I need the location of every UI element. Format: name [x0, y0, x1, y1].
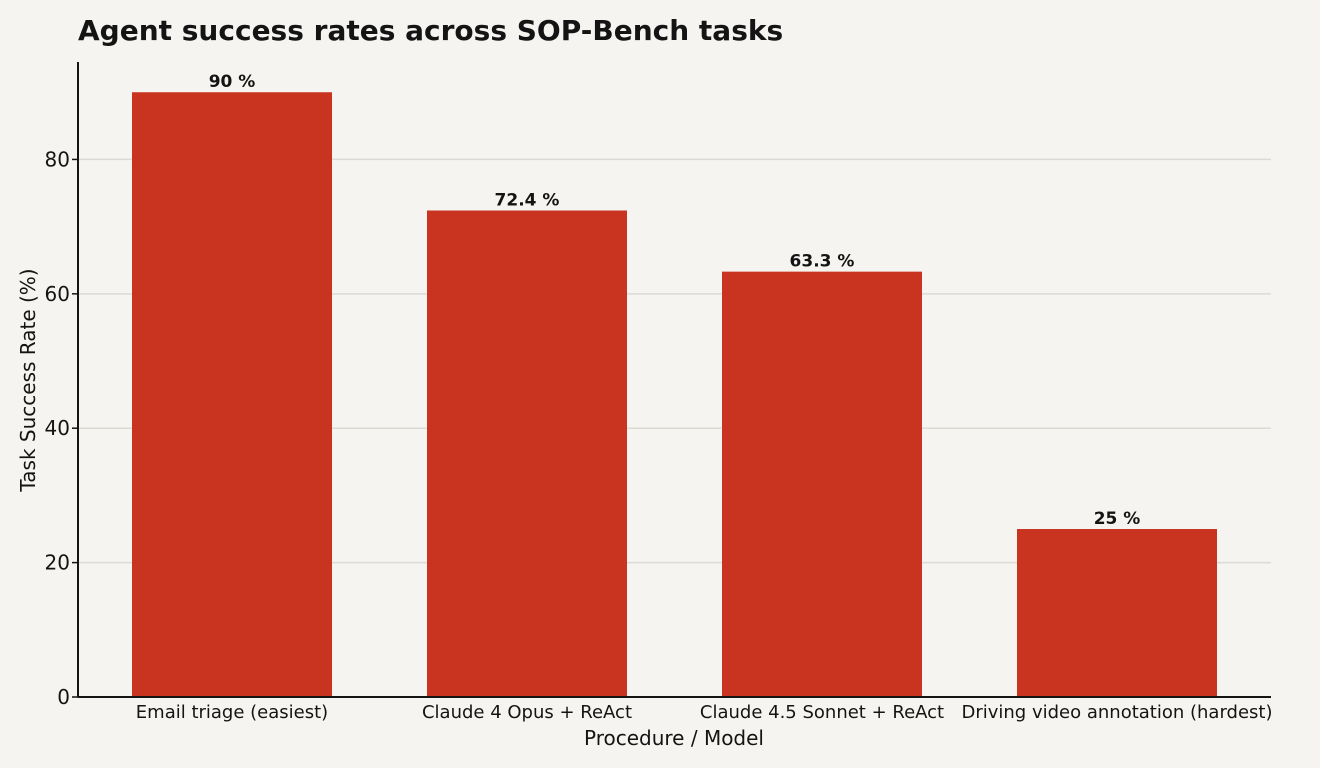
axes — [77, 62, 1271, 698]
x-tick-label-4: Driving video annotation (hardest) — [961, 702, 1272, 723]
x-axis-label: Procedure / Model — [584, 726, 764, 750]
x-tick-label-3: Claude 4.5 Sonnet + ReAct — [700, 702, 944, 723]
bars — [132, 92, 1217, 698]
y-tick-label-60: 60 — [45, 282, 70, 306]
bar-4 — [1017, 529, 1217, 697]
y-tick-label-20: 20 — [45, 551, 70, 575]
data-label-4: 25 % — [1094, 509, 1141, 529]
y-ticks: 0 20 40 60 80 — [45, 147, 78, 709]
bar-3 — [722, 271, 922, 697]
y-axis-label: Task Success Rate (%) — [16, 268, 40, 492]
bar-2 — [427, 210, 627, 698]
y-tick-label-40: 40 — [45, 416, 70, 440]
data-label-1: 90 % — [209, 72, 256, 92]
data-label-3: 63.3 % — [790, 252, 855, 272]
y-tick-label-0: 0 — [57, 685, 70, 709]
data-label-2: 72.4 % — [495, 191, 560, 211]
bar-1 — [132, 92, 332, 697]
x-tick-label-1: Email triage (easiest) — [136, 702, 328, 723]
x-tick-labels: Email triage (easiest) Claude 4 Opus + Re… — [136, 702, 1273, 723]
x-tick-label-2: Claude 4 Opus + ReAct — [422, 702, 632, 723]
y-tick-label-80: 80 — [45, 147, 70, 171]
chart-title: Agent success rates across SOP-Bench tas… — [78, 14, 783, 47]
data-labels: 90 % 72.4 % 63.3 % 25 % — [209, 72, 1141, 529]
